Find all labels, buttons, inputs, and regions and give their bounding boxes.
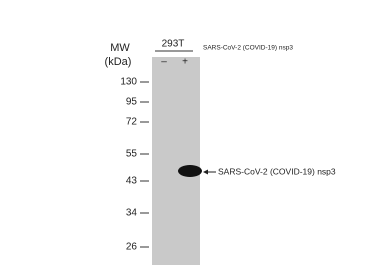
band	[178, 165, 202, 177]
lane-minus: –	[161, 57, 167, 68]
marker-label: 43	[126, 176, 138, 187]
marker-label: 72	[126, 117, 138, 128]
lane-plus: +	[182, 57, 188, 68]
marker-label: 55	[126, 149, 138, 160]
mw-label: MW	[110, 42, 130, 54]
marker-label: 26	[126, 242, 138, 253]
mw-unit: (kDa)	[105, 56, 132, 68]
cell-line: 293T	[162, 39, 185, 50]
marker-label: 130	[120, 77, 137, 88]
marker-label: 34	[126, 208, 138, 219]
band-label: SARS-CoV-2 (COVID-19) nsp3	[218, 166, 336, 176]
lane-label: SARS-CoV-2 (COVID-19) nsp3	[203, 45, 293, 52]
figure: 293T – + SARS-CoV-2 (COVID-19) nsp3 MW (…	[0, 0, 371, 274]
blot-membrane	[152, 57, 200, 265]
marker-label: 95	[126, 97, 138, 108]
